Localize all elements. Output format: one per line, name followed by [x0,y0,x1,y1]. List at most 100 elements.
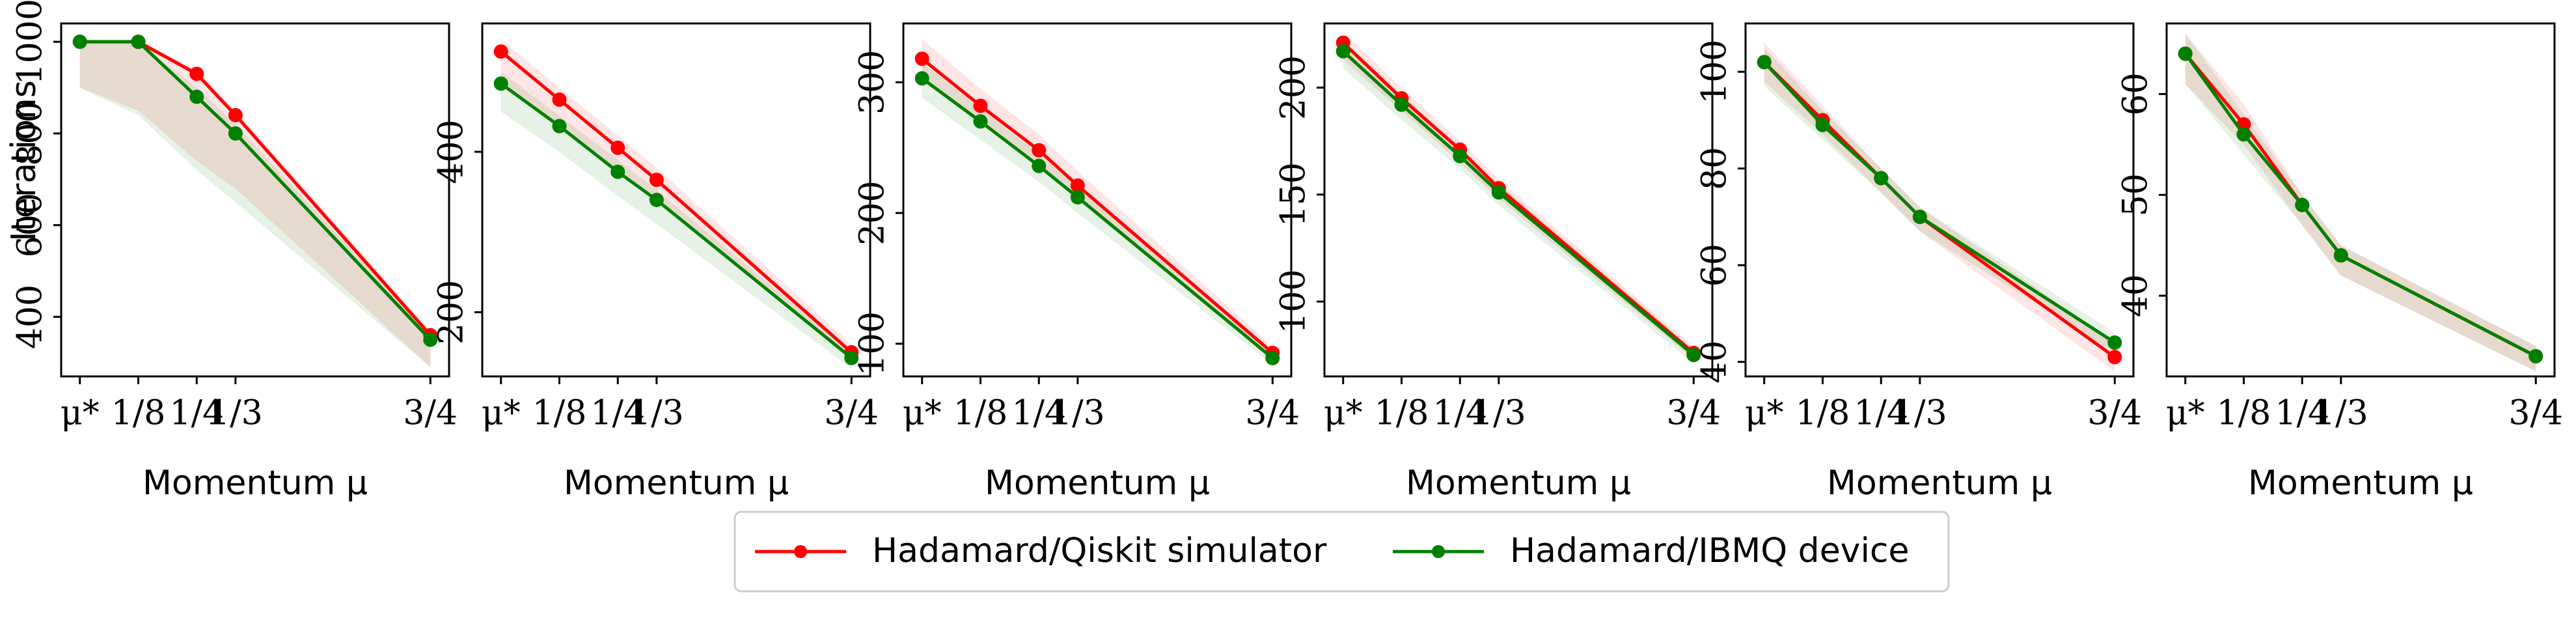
point [1757,55,1772,70]
y-tick-label: 400 [11,285,50,349]
panel: 200 400 μ* 1/8 1/41/3 3/4 Momentum μ [432,22,879,503]
point [189,89,204,104]
point [2178,46,2193,61]
x-axis-label: Momentum μ [1406,464,1631,503]
y-tick-label: 200 [432,280,471,344]
point [1070,178,1085,193]
point [2295,197,2310,212]
x-tick-label: 3/4 [824,394,879,433]
x-tick-label: 1/8 [1796,394,1850,433]
point [2107,335,2122,350]
panel: 40 50 60 μ* 1/8 1/41/3 3/4 Momentum μ [2117,22,2563,503]
point [228,107,243,122]
x-tick-label: 1/3 [2314,394,2368,433]
x-tick-label: 1/4 [1854,394,1908,433]
axes-frame [902,22,1293,378]
point [1453,148,1468,163]
y-tick-label: 800 [11,101,50,165]
y-tick-label: 200 [1274,55,1313,120]
x-tick-label: 1/8 [953,394,1008,433]
x-tick-label: μ* [903,394,942,433]
x-tick-label: 3/4 [2508,394,2563,433]
x-tick-label: 3/4 [1245,394,1300,433]
axes-frame [481,22,871,378]
x-tick-label: 1/3 [208,394,263,433]
legend-label: Hadamard/Qiskit simulator [872,531,1327,570]
error-band [1764,48,2115,352]
axes-frame [2165,22,2556,378]
point [914,71,929,86]
x-tick-label: 1/3 [1050,394,1105,433]
x-tick-label: μ* [1745,394,1784,433]
point [552,92,567,107]
point [973,114,988,129]
y-tick-label: 100 [1695,40,1734,104]
point [131,35,146,49]
y-tick-label: 150 [1274,162,1313,227]
point [1874,171,1889,186]
x-axis-label: Momentum μ [2248,464,2473,503]
x-tick-label: 1/3 [1472,394,1526,433]
point [1491,185,1506,200]
axes-frame [1744,22,2135,378]
point [649,193,664,207]
x-axis-label: Momentum μ [143,464,368,503]
x-tick-label: 1/4 [1011,394,1066,433]
x-tick-label: 3/4 [2087,394,2142,433]
point [2333,248,2348,263]
x-tick-label: μ* [1324,394,1363,433]
y-tick-label: 40 [1695,341,1734,384]
legend-marker [794,545,807,558]
point [2236,127,2251,142]
y-tick-label: 600 [11,193,50,257]
x-tick-label: 1/3 [1893,394,1947,433]
point [228,126,243,141]
x-tick-label: 1/4 [2275,394,2329,433]
point [72,35,87,49]
y-tick-label: 400 [432,119,471,184]
x-tick-label: 1/4 [590,394,645,433]
legend-box [733,511,1950,593]
point [610,140,625,155]
point [1686,348,1701,363]
y-tick-label: 300 [853,50,892,115]
x-tick-label: 1/8 [532,394,587,433]
y-tick-label: 60 [2117,72,2156,115]
point [914,51,929,66]
x-tick-label: 3/4 [1666,394,1721,433]
axes-frame [60,22,450,378]
error-band [1764,42,2115,372]
x-tick-label: μ* [61,394,100,433]
x-tick-label: μ* [2166,394,2205,433]
panel: 100 200 300 μ* 1/8 1/41/3 3/4 Momentum μ [853,22,1300,503]
panel: 100 150 200 μ* 1/8 1/41/3 3/4 Momentum μ [1274,22,1721,503]
x-tick-label: 1/3 [629,394,684,433]
legend-marker [1432,545,1445,558]
error-band [2185,33,2536,372]
x-axis-label: Momentum μ [1827,464,2052,503]
x-tick-label: 3/4 [403,394,458,433]
y-tick-label: 40 [2117,274,2156,317]
error-band [1343,40,1694,364]
point [649,173,664,188]
panel: 40 60 80 100 μ* 1/8 1/41/3 3/4 Momentum μ [1695,22,2142,503]
y-tick-label: 50 [2117,173,2156,216]
point [552,119,567,133]
error-band [79,42,431,367]
point [844,350,859,365]
point [493,76,508,91]
axes-frame [1323,22,1714,378]
point [1336,44,1350,59]
point [1912,209,1927,224]
x-tick-label: μ* [482,394,521,433]
point [973,98,988,113]
error-band [500,71,852,369]
y-tick-label: 200 [853,180,892,245]
x-tick-label: 1/8 [1375,394,1429,433]
y-tick-label: 80 [1695,147,1734,190]
x-axis-label: Momentum μ [985,464,1210,503]
point [2528,349,2543,364]
point [1070,190,1085,204]
x-tick-label: 1/4 [169,394,224,433]
